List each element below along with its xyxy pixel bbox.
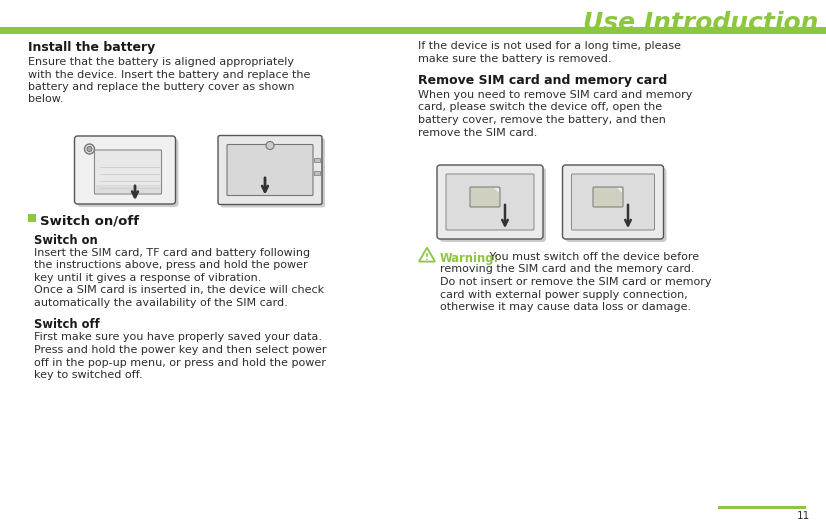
Text: Remove SIM card and memory card: Remove SIM card and memory card bbox=[418, 74, 667, 87]
Text: removing the SIM card and the memory card.: removing the SIM card and the memory car… bbox=[440, 265, 695, 275]
Text: remove the SIM card.: remove the SIM card. bbox=[418, 128, 538, 138]
Text: Ensure that the battery is aligned appropriately: Ensure that the battery is aligned appro… bbox=[28, 57, 294, 67]
Text: Use Introduction: Use Introduction bbox=[582, 11, 818, 35]
FancyBboxPatch shape bbox=[446, 174, 534, 230]
FancyBboxPatch shape bbox=[227, 144, 313, 195]
Text: Insert the SIM card, TF card and battery following: Insert the SIM card, TF card and battery… bbox=[34, 248, 310, 258]
Text: Switch on/off: Switch on/off bbox=[40, 215, 139, 228]
Text: Switch off: Switch off bbox=[34, 318, 100, 331]
Text: card, please switch the device off, open the: card, please switch the device off, open… bbox=[418, 103, 662, 113]
Text: Once a SIM card is inserted in, the device will check: Once a SIM card is inserted in, the devi… bbox=[34, 286, 324, 295]
Text: below.: below. bbox=[28, 94, 64, 105]
FancyBboxPatch shape bbox=[221, 139, 325, 207]
Circle shape bbox=[84, 144, 94, 154]
FancyBboxPatch shape bbox=[572, 174, 654, 230]
FancyBboxPatch shape bbox=[593, 187, 623, 207]
Text: battery and replace the buttery cover as shown: battery and replace the buttery cover as… bbox=[28, 82, 295, 92]
FancyBboxPatch shape bbox=[440, 168, 546, 242]
Circle shape bbox=[266, 142, 274, 150]
Text: Warning:: Warning: bbox=[440, 252, 499, 265]
FancyBboxPatch shape bbox=[94, 150, 162, 194]
Text: 11: 11 bbox=[797, 511, 810, 521]
Text: with the device. Insert the battery and replace the: with the device. Insert the battery and … bbox=[28, 69, 311, 80]
FancyBboxPatch shape bbox=[437, 165, 543, 239]
Text: off in the pop-up menu, or press and hold the power: off in the pop-up menu, or press and hol… bbox=[34, 357, 326, 367]
Circle shape bbox=[87, 146, 92, 152]
Text: otherwise it may cause data loss or damage.: otherwise it may cause data loss or dama… bbox=[440, 302, 691, 312]
FancyBboxPatch shape bbox=[218, 135, 322, 205]
Polygon shape bbox=[617, 188, 622, 193]
Text: card with external power supply connection,: card with external power supply connecti… bbox=[440, 290, 688, 300]
FancyBboxPatch shape bbox=[470, 187, 500, 207]
FancyBboxPatch shape bbox=[566, 168, 667, 242]
Text: Install the battery: Install the battery bbox=[28, 41, 155, 54]
Text: !: ! bbox=[425, 253, 429, 262]
Text: You must switch off the device before: You must switch off the device before bbox=[486, 252, 699, 262]
Bar bbox=[718, 506, 806, 509]
Text: make sure the battery is removed.: make sure the battery is removed. bbox=[418, 54, 611, 64]
Text: If the device is not used for a long time, please: If the device is not used for a long tim… bbox=[418, 41, 681, 51]
FancyBboxPatch shape bbox=[74, 136, 175, 204]
Text: First make sure you have properly saved your data.: First make sure you have properly saved … bbox=[34, 332, 322, 342]
Text: When you need to remove SIM card and memory: When you need to remove SIM card and mem… bbox=[418, 90, 692, 100]
Text: automatically the availability of the SIM card.: automatically the availability of the SI… bbox=[34, 298, 287, 308]
Text: Press and hold the power key and then select power: Press and hold the power key and then se… bbox=[34, 345, 326, 355]
Polygon shape bbox=[419, 247, 435, 262]
Bar bbox=[96, 185, 160, 193]
FancyBboxPatch shape bbox=[78, 139, 178, 207]
Bar bbox=[0, 27, 826, 34]
Text: battery cover, remove the battery, and then: battery cover, remove the battery, and t… bbox=[418, 115, 666, 125]
Text: key until it gives a response of vibration.: key until it gives a response of vibrati… bbox=[34, 273, 261, 283]
Bar bbox=[314, 158, 320, 162]
Bar bbox=[28, 214, 36, 222]
Text: Switch on: Switch on bbox=[34, 234, 97, 247]
Text: Do not insert or remove the SIM card or memory: Do not insert or remove the SIM card or … bbox=[440, 277, 711, 287]
FancyBboxPatch shape bbox=[563, 165, 663, 239]
Bar bbox=[314, 171, 320, 175]
Text: key to switched off.: key to switched off. bbox=[34, 370, 143, 380]
Polygon shape bbox=[494, 188, 499, 193]
Text: the instructions above, press and hold the power: the instructions above, press and hold t… bbox=[34, 260, 307, 270]
